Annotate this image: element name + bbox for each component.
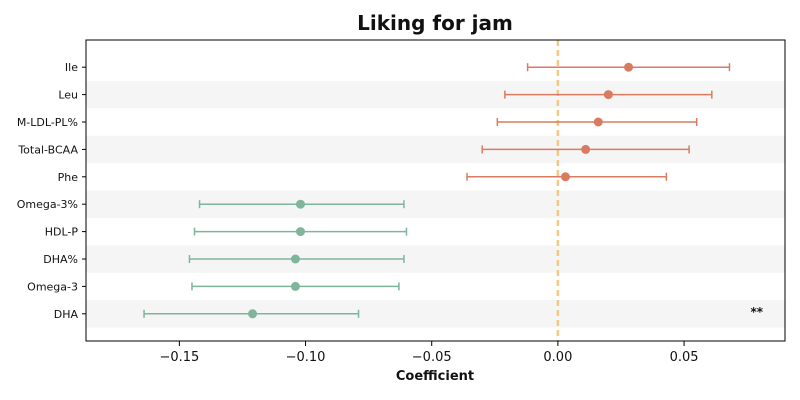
y-tick-label: Leu	[58, 89, 78, 102]
x-tick-label: −0.15	[159, 350, 199, 365]
y-tick-label: Ile	[65, 61, 78, 74]
estimate-point	[290, 254, 300, 264]
y-axis-labels: Ile Leu M-LDL-PL% Total-BCAA Phe Omega-3% HDL-…	[17, 61, 86, 321]
y-tick-label: HDL-P	[45, 226, 79, 239]
x-tick-label: −0.10	[286, 350, 326, 365]
estimate-point	[593, 117, 603, 127]
plot-marks: **	[143, 62, 764, 319]
y-tick-label: DHA	[54, 308, 79, 321]
estimate-point	[581, 144, 591, 154]
x-axis: −0.15 −0.10 −0.05 0.00 0.05	[159, 341, 699, 365]
estimate-point	[603, 90, 613, 100]
x-tick-label: 0.05	[670, 350, 699, 365]
estimate-point	[560, 172, 570, 182]
estimate-point	[290, 281, 300, 291]
y-tick-label: Phe	[58, 171, 79, 184]
row-bands	[86, 80, 785, 328]
row-band	[86, 190, 785, 218]
plot-frame	[85, 39, 786, 342]
y-tick-label: Omega-3	[27, 280, 78, 293]
y-tick-label: DHA%	[43, 253, 78, 266]
estimate-point	[295, 227, 305, 237]
estimate-point	[624, 62, 634, 72]
estimate-point	[295, 199, 305, 209]
estimate-point	[248, 309, 258, 319]
y-tick-label: M-LDL-PL%	[17, 116, 78, 129]
y-tick-label: Omega-3%	[17, 198, 78, 211]
chart-title: Liking for jam	[357, 11, 513, 35]
significance-annotation: **	[750, 305, 763, 319]
y-tick-label: Total-BCAA	[17, 143, 78, 156]
x-axis-label: Coefficient	[396, 369, 474, 384]
x-tick-label: 0.00	[543, 350, 572, 365]
x-tick-label: −0.05	[412, 350, 452, 365]
